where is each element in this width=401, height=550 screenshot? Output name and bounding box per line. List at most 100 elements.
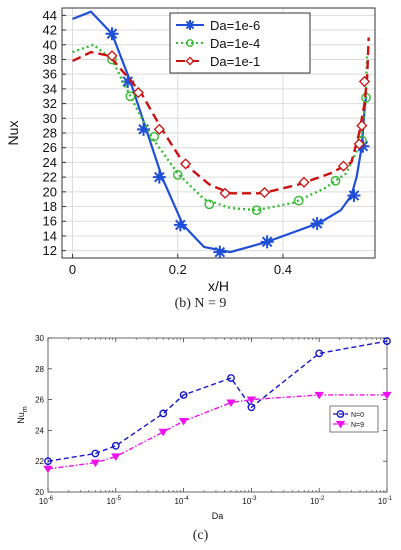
y-tick-label: 12 [43,243,57,258]
data-point [121,75,135,89]
data-point [105,27,119,41]
data-point [44,457,52,466]
y-tick-label: 28 [35,365,44,374]
y-tick-label: 44 [43,8,57,23]
data-point [310,216,324,230]
y-tick-label: 42 [43,23,57,38]
y-axis-label: Nux [5,121,21,146]
data-point [330,175,341,186]
data-point [293,195,304,206]
y-tick-label: 32 [43,96,57,111]
data-point [173,218,187,232]
y-tick-label: 14 [43,228,57,243]
data-point [383,337,391,345]
y-tick-label: 40 [43,37,57,52]
y-tick-label: 36 [43,67,57,82]
x-axis-label: Da [212,511,224,521]
x-axis-label: x/H [208,278,229,294]
data-point [227,374,235,382]
data-point [246,396,257,404]
data-point [204,199,215,210]
data-point [153,123,165,135]
y-tick-label: 18 [43,199,57,214]
y-tick-label: 22 [43,170,57,185]
legend-marker [335,420,346,429]
data-point [91,449,100,458]
x-tick-label: 0.2 [169,262,187,277]
y-tick-label: 34 [43,81,57,96]
data-point [219,187,231,199]
data-point [111,441,120,450]
caption-c: (c) [192,528,209,543]
x-tick-label: 0.4 [274,262,292,277]
chart2-legend: N=0N=9 [329,405,379,433]
data-point [315,349,324,358]
y-tick-label: 24 [43,155,57,170]
series-line [47,394,387,470]
data-point [356,120,368,132]
x-tick-label: 0 [69,262,76,277]
data-point [149,131,159,142]
caption-b: (b) N = 9 [174,296,227,311]
data-point [298,176,310,188]
data-point [347,189,361,202]
data-point [382,391,392,400]
data-point [213,245,227,259]
data-point [247,403,256,412]
y-tick-label: 22 [35,457,44,466]
data-point [258,186,271,199]
chart1-legend: Da=1e-6 Da=1e-4 Da=1e-1 [169,12,311,74]
legend-marker [186,39,194,47]
data-point [132,86,144,99]
y-tick-label: 16 [43,214,57,229]
chart2-ticks: 20 22 24 26 28 30 10-6 10-5 10-4 10-3 10-2 10-1 [35,334,393,506]
series-Da=1e-6 [72,10,370,259]
data-point [353,138,365,150]
legend-label: Da=1e-1 [210,54,260,69]
data-point [179,391,188,399]
y-tick-label: 24 [35,426,44,435]
data-point [314,391,324,400]
legend-label: Da=1e-4 [210,36,260,51]
data-point [178,418,189,426]
legend-label: N=0 [351,412,364,419]
data-point [158,428,168,437]
data-point [180,158,192,170]
legend-label: N=9 [351,422,364,429]
y-tick-label: 20 [43,184,57,199]
y-tick-label: 30 [43,111,57,126]
legend-box [329,405,379,433]
data-point [106,50,118,62]
y-tick-label: 28 [43,126,57,141]
series-line [47,340,388,462]
data-point [260,235,274,249]
x-tick-label: 10-6 [39,496,54,506]
series-N=0 [44,337,391,466]
data-point [152,170,166,184]
series-N=9 [43,391,392,474]
series-line [72,10,368,254]
x-tick-label: 10-4 [174,496,189,506]
y-tick-label: 38 [43,52,57,67]
y-tick-label: 30 [35,334,44,343]
data-point [251,205,262,216]
x-tick-label: 10-3 [242,496,257,506]
x-tick-label: 10-2 [310,496,325,506]
data-point [125,91,136,102]
legend-marker [185,56,195,66]
legend-marker [336,410,345,418]
num-chart: 20 22 24 26 28 30 10-6 10-5 10-4 10-3 10-2 10-1 Da Nu… [16,334,393,521]
data-point [172,170,183,180]
data-point [356,139,370,153]
y-tick-label: 26 [35,396,44,405]
data-point [226,399,236,408]
data-point [337,160,350,172]
series-Da=1e-1 [72,37,371,199]
data-point [137,122,151,136]
x-tick-label: 10-1 [378,496,393,506]
y-tick-label: 20 [35,488,44,497]
data-point [159,409,168,418]
data-point [358,75,371,88]
